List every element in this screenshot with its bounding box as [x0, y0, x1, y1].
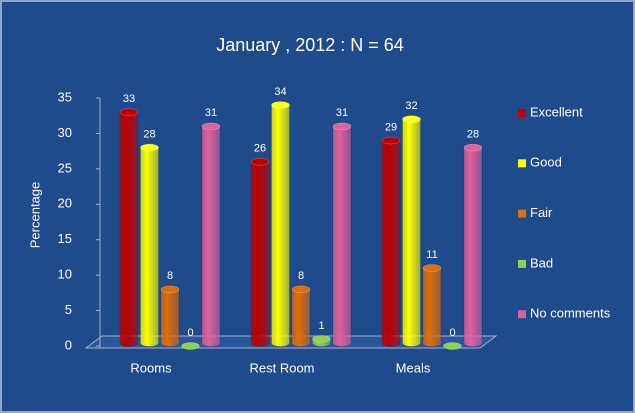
- legend-label: Excellent: [530, 104, 583, 119]
- legend-label: Bad: [530, 255, 553, 270]
- y-tick-label: 15: [58, 231, 72, 246]
- value-label: 8: [298, 270, 304, 282]
- bar: [332, 122, 352, 347]
- value-label: 34: [274, 86, 286, 98]
- x-tick-label: Meals: [396, 360, 431, 375]
- y-tick-label: 20: [58, 196, 72, 211]
- x-tick-label: Rest Room: [249, 360, 314, 375]
- bar-top: [119, 108, 139, 116]
- value-label: 8: [167, 270, 173, 282]
- bar: [119, 108, 139, 347]
- bar-top: [140, 143, 159, 152]
- legend-swatch: [518, 310, 526, 319]
- value-label: 26: [254, 143, 266, 155]
- y-tick-label: 25: [58, 160, 72, 175]
- legend-swatch: [518, 259, 526, 268]
- legend-swatch: [518, 159, 526, 168]
- bar-top: [181, 342, 200, 350]
- legend-label: Fair: [530, 205, 553, 220]
- bar: [463, 143, 483, 347]
- value-label: 31: [205, 107, 217, 119]
- y-axis-label: Percentage: [27, 182, 42, 249]
- value-label: 11: [426, 249, 437, 261]
- bar-top: [201, 122, 221, 131]
- bar: [402, 115, 421, 347]
- value-label: 29: [385, 121, 397, 133]
- bar: [140, 143, 159, 347]
- bar-top: [250, 158, 270, 166]
- bar-top: [402, 115, 421, 124]
- bar: [422, 264, 442, 347]
- value-label: 0: [449, 327, 455, 339]
- bar: [160, 285, 180, 347]
- x-tick-label: Rooms: [130, 360, 172, 375]
- y-tick-label: 30: [58, 125, 72, 140]
- bar: [271, 101, 290, 347]
- bar-top: [312, 335, 331, 343]
- bar-top: [443, 342, 462, 350]
- y-tick-label: 5: [65, 302, 72, 317]
- legend-swatch: [518, 209, 526, 218]
- chart-title: January , 2012 : N = 64: [216, 35, 404, 55]
- value-label: 28: [143, 129, 155, 141]
- bar-top: [291, 285, 311, 294]
- legend-label: Good: [530, 155, 562, 170]
- y-tick-label: 0: [65, 337, 72, 352]
- value-label: 1: [318, 320, 324, 332]
- bar-top: [160, 285, 180, 294]
- legend-label: No comments: [530, 306, 611, 321]
- legend-swatch: [518, 109, 526, 117]
- value-label: 32: [405, 100, 417, 112]
- bar-top: [463, 143, 483, 152]
- bar-top: [271, 101, 290, 109]
- bar: [291, 285, 311, 347]
- bar-top: [422, 264, 442, 272]
- bar-top: [381, 136, 401, 145]
- value-label: 0: [187, 327, 193, 339]
- value-label: 28: [467, 129, 479, 141]
- y-tick-label: 10: [58, 267, 72, 282]
- bar-top: [332, 122, 352, 131]
- value-label: 33: [123, 93, 135, 105]
- bar: [250, 158, 270, 347]
- value-label: 31: [336, 107, 348, 119]
- bar: [201, 122, 221, 347]
- y-tick-label: 35: [58, 89, 72, 104]
- bar: [381, 136, 401, 347]
